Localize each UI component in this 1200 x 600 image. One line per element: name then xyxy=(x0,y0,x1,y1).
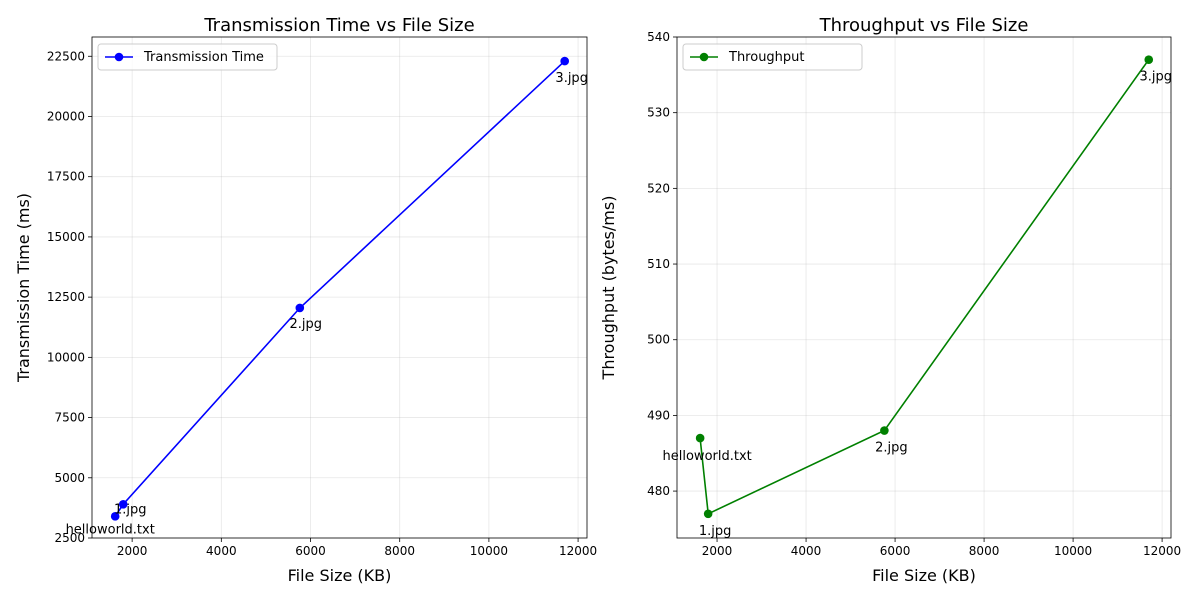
legend-box xyxy=(97,43,278,71)
y-axis-label: Transmission Time (ms) xyxy=(14,193,33,383)
data-label: 3.jpg xyxy=(1139,70,1172,85)
data-label: 2.jpg xyxy=(875,441,908,456)
x-axis-label: File Size (KB) xyxy=(288,566,392,585)
y-tick-label: 2500 xyxy=(54,531,85,545)
chart-transmission-time: 2000 4000 6000 8000 10000 12000 2500 5000 7500 10… xyxy=(14,15,597,585)
y-tick-label: 15000 xyxy=(47,230,85,244)
plot-frame xyxy=(676,36,1172,539)
x-tick-label: 8000 xyxy=(384,544,415,558)
data-point xyxy=(110,512,120,521)
series-line xyxy=(114,60,566,517)
y-tick-label: 5000 xyxy=(54,471,85,485)
data-point xyxy=(295,303,305,313)
legend-marker xyxy=(114,52,124,62)
x-tick-label: 4000 xyxy=(206,544,237,558)
x-tick-label: 2000 xyxy=(117,544,148,558)
y-tick-label: 20000 xyxy=(47,109,85,123)
y-tick-label: 510 xyxy=(647,257,670,271)
data-label: helloworld.txt xyxy=(66,522,155,537)
x-tick-label: 10000 xyxy=(470,544,508,558)
data-point xyxy=(118,499,128,509)
data-label: 3.jpg xyxy=(555,71,588,86)
y-axis-label: Throughput (bytes/ms) xyxy=(599,196,618,381)
y-tick-label: 10000 xyxy=(47,350,85,364)
data-label: 1.jpg xyxy=(114,502,147,517)
data-point xyxy=(880,426,889,435)
y-tick-label: 12500 xyxy=(47,290,85,304)
x-tick-label: 10000 xyxy=(1054,544,1092,558)
y-tick-label: 540 xyxy=(647,30,670,44)
y-tick-label: 22500 xyxy=(47,49,85,63)
chart-throughput: 2000 4000 6000 8000 10000 12000 480 490 500 510 52… xyxy=(599,15,1181,585)
data-point xyxy=(703,509,713,519)
y-tick-label: 480 xyxy=(647,484,670,498)
x-tick-label: 8000 xyxy=(969,544,1000,558)
x-tick-label: 6000 xyxy=(295,544,326,558)
x-axis-label: File Size (KB) xyxy=(872,566,976,585)
x-tick-label: 2000 xyxy=(702,544,733,558)
data-point xyxy=(560,56,570,66)
y-tick-label: 520 xyxy=(647,181,670,195)
y-tick-label: 500 xyxy=(647,333,670,347)
chart-title: Transmission Time vs File Size xyxy=(203,15,474,36)
y-tick-label: 490 xyxy=(647,408,670,422)
x-tick-label: 12000 xyxy=(559,544,597,558)
legend-label: Transmission Time xyxy=(143,50,264,65)
x-tick-label: 6000 xyxy=(880,544,911,558)
legend-marker xyxy=(699,52,709,62)
data-point xyxy=(1144,55,1154,65)
data-label: helloworld.txt xyxy=(663,449,752,464)
legend-label: Throughput xyxy=(728,50,805,65)
data-label: 2.jpg xyxy=(290,317,323,332)
legend-box xyxy=(682,43,863,71)
y-tick-label: 17500 xyxy=(47,170,85,184)
data-label: 1.jpg xyxy=(699,524,732,539)
x-tick-label: 12000 xyxy=(1143,544,1181,558)
x-tick-label: 4000 xyxy=(791,544,822,558)
data-point xyxy=(695,433,705,443)
y-tick-label: 530 xyxy=(647,106,670,120)
plot-frame xyxy=(91,36,588,539)
y-tick-label: 7500 xyxy=(54,411,85,425)
series-line xyxy=(699,59,1150,516)
chart-title: Throughput vs File Size xyxy=(819,15,1029,36)
